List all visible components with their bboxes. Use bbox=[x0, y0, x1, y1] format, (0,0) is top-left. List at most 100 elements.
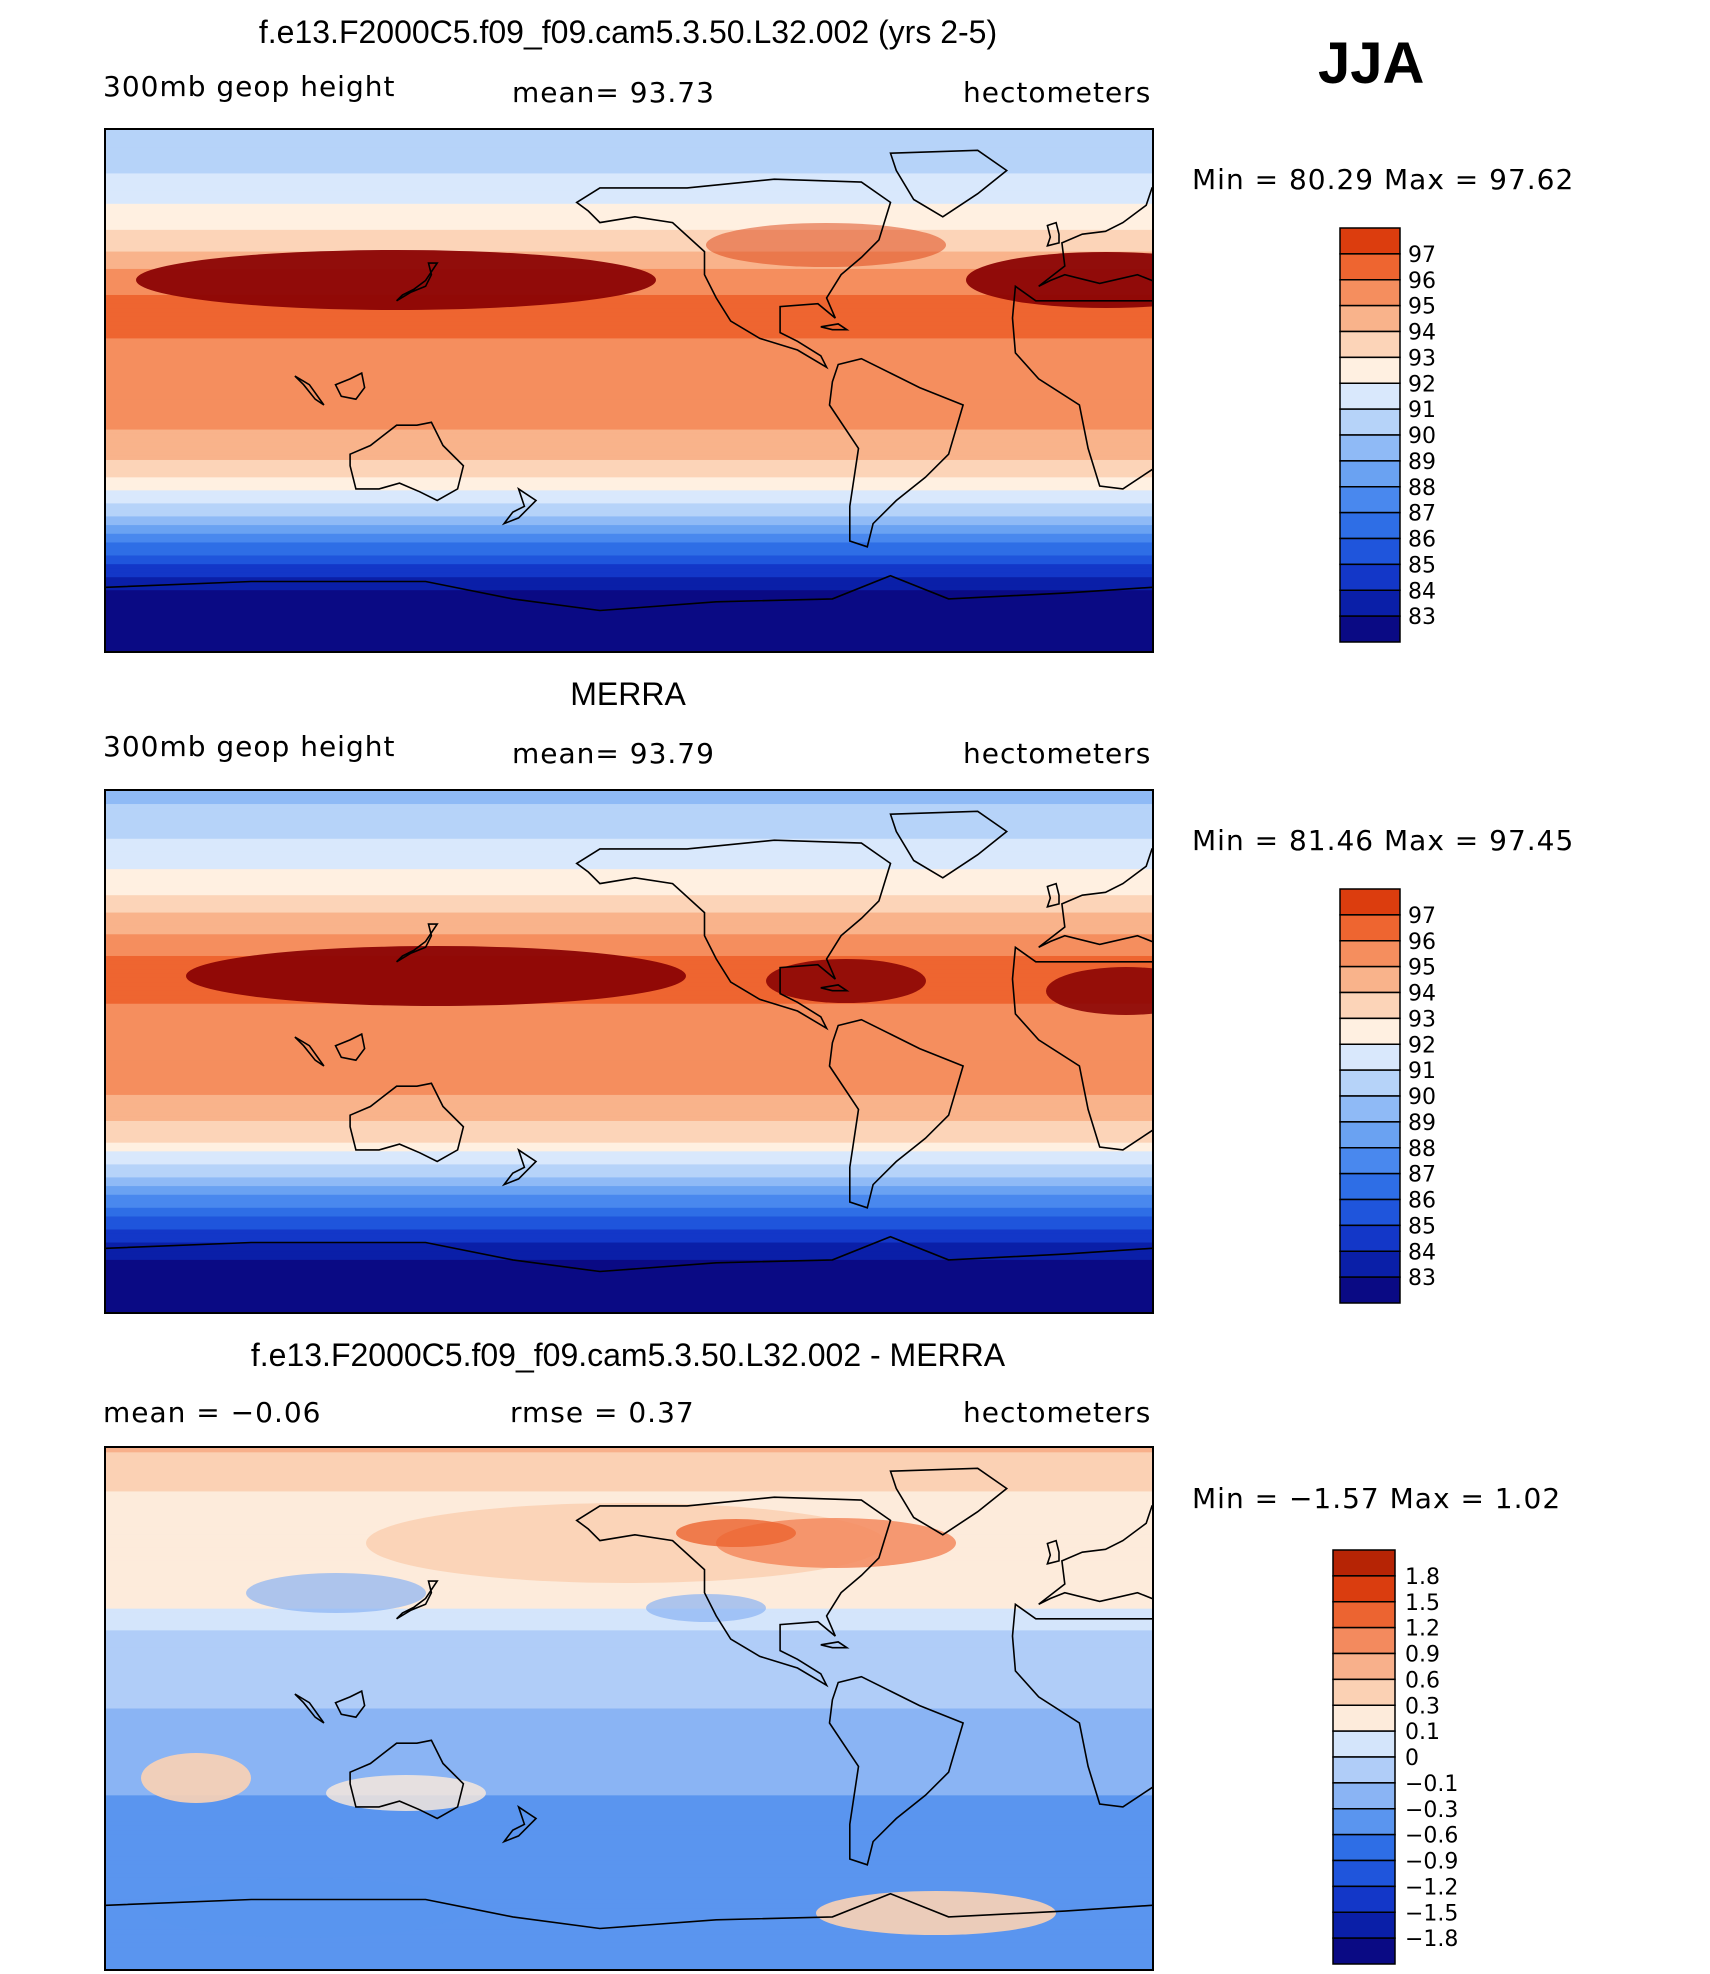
colorbar-box bbox=[1339, 1121, 1401, 1149]
colorbar-box bbox=[1332, 1626, 1396, 1655]
coastline bbox=[820, 1641, 850, 1649]
contour-band bbox=[106, 255, 1152, 261]
contour-band bbox=[106, 1673, 1152, 1679]
coastline bbox=[1038, 1505, 1152, 1606]
contour-band bbox=[106, 1491, 1152, 1497]
contour-band bbox=[106, 1630, 1152, 1636]
colorbar-box bbox=[1339, 537, 1401, 566]
contour-band bbox=[106, 1307, 1152, 1312]
colorbar-label: 92 bbox=[1408, 372, 1436, 397]
contour-band bbox=[106, 321, 1152, 326]
contour-band bbox=[106, 247, 1152, 253]
contour-band bbox=[106, 238, 1152, 244]
contour-band bbox=[106, 1734, 1152, 1740]
contour-band bbox=[106, 938, 1152, 944]
colorbar-box bbox=[1339, 330, 1401, 359]
contour-band bbox=[106, 525, 1152, 531]
panel-3-rmse-label: rmse = 0.37 bbox=[510, 1396, 695, 1429]
contour-band bbox=[106, 1799, 1152, 1805]
contour-band bbox=[106, 830, 1152, 836]
contour-band bbox=[106, 1112, 1152, 1118]
contour-band bbox=[106, 316, 1152, 322]
contour-band bbox=[106, 834, 1152, 840]
contour-band bbox=[106, 1138, 1152, 1144]
contour-band bbox=[106, 1699, 1152, 1705]
contour-band bbox=[106, 1133, 1152, 1139]
contour-band bbox=[106, 451, 1152, 457]
contour-band bbox=[106, 294, 1152, 300]
contour-band bbox=[106, 877, 1152, 883]
contour-band bbox=[106, 860, 1152, 866]
contour-band bbox=[106, 1064, 1152, 1070]
contour-band bbox=[106, 1643, 1152, 1649]
colorbar-label: 97 bbox=[1408, 904, 1436, 929]
contour-band bbox=[106, 890, 1152, 896]
contour-band bbox=[106, 425, 1152, 431]
contour-band bbox=[106, 399, 1152, 405]
colorbar-label: 95 bbox=[1408, 956, 1436, 981]
contour-band bbox=[106, 1251, 1152, 1257]
contour-band bbox=[106, 1060, 1152, 1066]
coastline bbox=[106, 574, 1152, 612]
contour-band bbox=[106, 1903, 1152, 1909]
contour-band bbox=[106, 1094, 1152, 1100]
colorbar-box bbox=[1339, 486, 1401, 514]
contour-band bbox=[106, 1730, 1152, 1736]
contour-band bbox=[106, 1051, 1152, 1057]
colorbar-label: 0.6 bbox=[1405, 1668, 1440, 1693]
contour-band bbox=[106, 1242, 1152, 1248]
contour-band bbox=[106, 1203, 1152, 1209]
colorbar-box bbox=[1332, 1652, 1396, 1681]
contour-band bbox=[106, 1077, 1152, 1083]
contour-band bbox=[106, 342, 1152, 348]
contour-band bbox=[106, 151, 1152, 157]
colorbar-label: 83 bbox=[1408, 1266, 1436, 1291]
contour-band bbox=[106, 1804, 1152, 1809]
panel-3-map bbox=[104, 1446, 1154, 1971]
contour-band bbox=[106, 1738, 1152, 1744]
contour-band bbox=[106, 559, 1152, 565]
colorbar-box bbox=[1339, 304, 1401, 333]
contour-band bbox=[106, 546, 1152, 552]
coastline bbox=[820, 984, 850, 992]
contour-band bbox=[106, 1938, 1152, 1944]
contour-band bbox=[106, 594, 1152, 600]
contour-band bbox=[106, 1160, 1152, 1165]
contour-band bbox=[106, 611, 1152, 617]
contour-band bbox=[106, 564, 1152, 570]
contour-band bbox=[106, 1042, 1152, 1048]
contour-band bbox=[106, 190, 1152, 196]
colorbar-box bbox=[1339, 253, 1401, 281]
contour-band bbox=[106, 1487, 1152, 1493]
contour-band bbox=[106, 1478, 1152, 1484]
contour-band bbox=[106, 585, 1152, 591]
contour-band bbox=[106, 486, 1152, 491]
contour-band bbox=[106, 303, 1152, 309]
contour-band bbox=[106, 1107, 1152, 1113]
colorbar-box bbox=[1339, 589, 1401, 617]
contour-band bbox=[106, 1599, 1152, 1605]
contour-band bbox=[106, 1029, 1152, 1035]
contour-band bbox=[106, 1448, 1152, 1453]
contour-band bbox=[106, 620, 1152, 626]
contour-band bbox=[106, 1856, 1152, 1862]
contour-band bbox=[106, 1181, 1152, 1187]
contour-band bbox=[106, 1608, 1152, 1614]
contour-band bbox=[106, 1016, 1152, 1022]
contour-band bbox=[106, 1869, 1152, 1875]
coastline bbox=[294, 375, 325, 406]
contour-band bbox=[106, 1103, 1152, 1109]
colorbar-label: 95 bbox=[1408, 295, 1436, 320]
contour-band bbox=[106, 1294, 1152, 1300]
contour-band bbox=[106, 916, 1152, 922]
contour-band bbox=[106, 1821, 1152, 1827]
contour-band bbox=[106, 1764, 1152, 1770]
contour-band bbox=[106, 433, 1152, 439]
contour-band bbox=[106, 1298, 1152, 1304]
contour-band bbox=[106, 1686, 1152, 1692]
colorbar-label: 86 bbox=[1408, 528, 1436, 553]
contour-band bbox=[106, 1591, 1152, 1597]
contour-band bbox=[106, 1851, 1152, 1857]
